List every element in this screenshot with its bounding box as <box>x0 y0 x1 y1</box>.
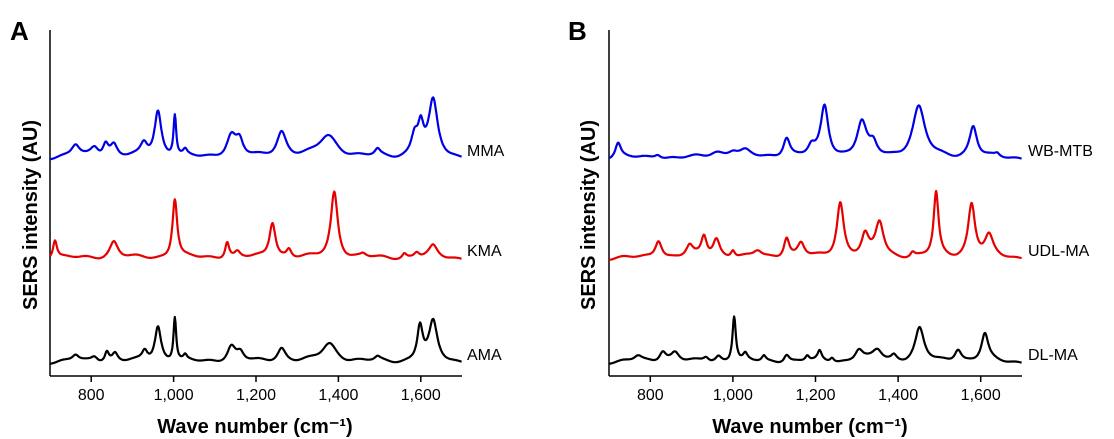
series-line-udl-ma <box>608 189 1023 261</box>
x-tick-label: 1,200 <box>236 387 276 404</box>
panel-b-xlabel: Wave number (cm⁻¹) <box>712 416 907 438</box>
x-tick-label: 1,200 <box>795 387 835 404</box>
x-tick-label: 1,000 <box>154 387 194 404</box>
panel-a-letter: A <box>10 16 29 46</box>
series-label-udl-ma: UDL-MA <box>1028 243 1090 260</box>
panel-b-curves <box>608 103 1023 365</box>
x-tick-label: 800 <box>637 387 664 404</box>
panel-b: B SERS intensity (AU) Wave number (cm⁻¹)… <box>568 16 1093 438</box>
panel-b-series-labels: WB-MTB UDL-MA DL-MA <box>1028 143 1093 364</box>
x-tick-label: 1,600 <box>401 387 441 404</box>
series-line-wb-mtb <box>608 103 1023 160</box>
panel-a: A SERS intensity (AU) Wave number (cm⁻¹)… <box>10 16 505 438</box>
panel-a-xlabel: Wave number (cm⁻¹) <box>157 416 352 438</box>
series-line-dl-ma <box>608 315 1023 365</box>
x-tick-label: 800 <box>78 387 105 404</box>
panel-b-ylabel: SERS intensity (AU) <box>578 120 600 310</box>
panel-a-axes: 800 1,000 1,200 1,400 1,600 <box>49 30 462 404</box>
panel-b-letter: B <box>568 16 587 46</box>
x-tick-label: 1,400 <box>318 387 358 404</box>
panel-b-axes: 800 1,000 1,200 1,400 1,600 <box>608 30 1022 404</box>
panel-a-series-labels: MMA KMA AMA <box>467 143 505 364</box>
series-label-dl-ma: DL-MA <box>1028 347 1078 364</box>
series-label-wb-mtb: WB-MTB <box>1028 143 1093 160</box>
x-tick-label: 1,600 <box>961 387 1001 404</box>
panel-a-curves <box>49 96 463 365</box>
x-tick-label: 1,000 <box>713 387 753 404</box>
series-line-ama <box>49 315 463 365</box>
series-label-kma: KMA <box>467 243 502 260</box>
series-line-mma <box>49 96 463 161</box>
series-label-ama: AMA <box>467 347 502 364</box>
panel-a-ylabel: SERS intensity (AU) <box>20 120 42 310</box>
series-label-mma: MMA <box>467 143 505 160</box>
series-line-kma <box>49 190 463 261</box>
x-tick-label: 1,400 <box>878 387 918 404</box>
